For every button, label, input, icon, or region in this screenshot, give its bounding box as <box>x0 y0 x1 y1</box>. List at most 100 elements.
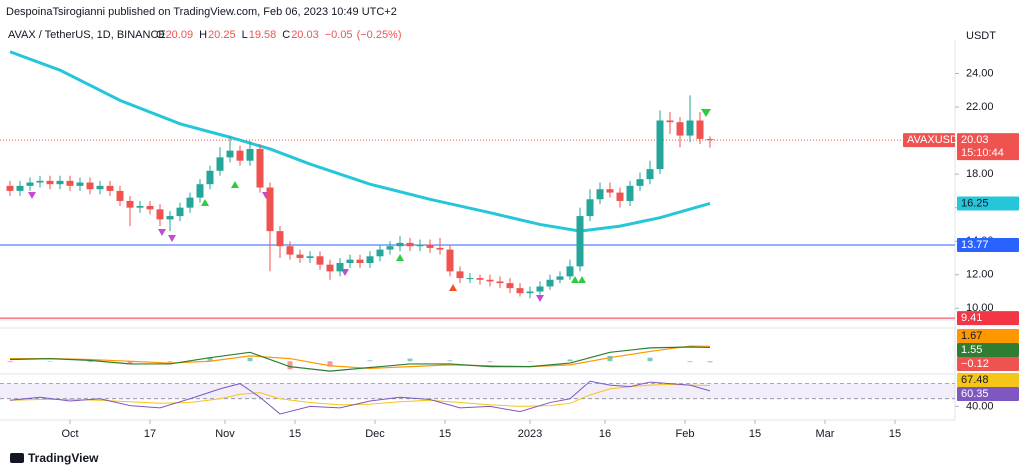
candle-body <box>376 249 384 257</box>
signal-marker <box>28 192 36 199</box>
signal-marker <box>396 254 404 261</box>
macd-hist-tag: −0.12 <box>961 358 989 370</box>
rsi-ma-tag: 67.48 <box>961 374 989 386</box>
macd-histogram <box>127 361 133 364</box>
candle-body <box>676 122 684 136</box>
ohlc-value: 20.09 <box>166 29 194 41</box>
macd-histogram <box>327 361 333 367</box>
candle-body <box>46 180 54 185</box>
macd-histogram <box>487 361 493 363</box>
candle-body <box>76 182 84 186</box>
candle-body <box>406 242 414 247</box>
candle-body <box>176 207 184 217</box>
candle-body <box>66 180 74 186</box>
x-tick-label: Feb <box>676 428 695 440</box>
brand: TradingView <box>28 451 99 465</box>
y-tick-label: 12.00 <box>966 269 994 281</box>
candle-body <box>296 254 304 258</box>
candle-body <box>16 185 24 191</box>
x-tick-label: 2023 <box>518 428 542 440</box>
macd-histogram <box>407 358 413 362</box>
candle-body <box>666 120 674 123</box>
signal-markers <box>28 109 711 302</box>
macd-histogram <box>207 357 213 362</box>
candle-body <box>156 209 164 220</box>
candle-body <box>206 170 214 185</box>
signal-marker <box>536 295 544 302</box>
candle-body <box>196 184 204 198</box>
candle-body <box>646 169 654 180</box>
candle-body <box>596 189 604 200</box>
macd-signal-tag: 1.67 <box>961 330 982 342</box>
candle-body <box>166 216 174 220</box>
macd-histogram <box>687 361 693 363</box>
y-tick-label: 24.00 <box>966 67 994 79</box>
x-tick-label: 16 <box>599 428 611 440</box>
candle-body <box>696 120 704 139</box>
rsi-tag: 60.35 <box>961 388 989 400</box>
ma-tag-bg <box>957 196 1019 211</box>
change-pct: (−0.25%) <box>357 29 402 41</box>
countdown-tag-bg <box>957 146 1019 161</box>
x-tick-label: 15 <box>439 428 451 440</box>
y-tick-label: 18.00 <box>966 168 994 180</box>
signal-marker <box>158 229 166 236</box>
candle-body <box>236 150 244 161</box>
x-tick-label: 17 <box>144 428 156 440</box>
rsi-line <box>9 380 711 415</box>
x-tick-label: Oct <box>61 428 78 440</box>
candle-body <box>366 256 374 263</box>
signal-marker <box>571 276 579 283</box>
candle-body <box>556 276 564 280</box>
candle-body <box>576 216 584 267</box>
rsi-ma <box>9 383 711 407</box>
candle-body <box>496 281 504 284</box>
candle-body <box>266 187 274 232</box>
candle-body <box>606 189 614 193</box>
macd-histogram <box>447 360 453 362</box>
candle-body <box>616 192 624 201</box>
macd-histogram <box>87 361 93 363</box>
signal-marker <box>168 235 176 242</box>
x-tick-label: Nov <box>215 428 235 440</box>
ohlc-value: 20.03 <box>291 29 319 41</box>
candle-body <box>286 246 294 255</box>
macd-tag: 1.55 <box>961 344 982 356</box>
candle-body <box>476 278 484 280</box>
candle-body <box>26 182 34 186</box>
macd-histogram <box>7 361 13 363</box>
countdown-tag: 15:10:44 <box>961 147 1004 159</box>
x-tick-label: 15 <box>289 428 301 440</box>
candle-body <box>326 264 334 272</box>
candle-body <box>216 157 224 171</box>
candle-body <box>146 205 154 210</box>
last-price-tag-bg <box>957 133 1019 148</box>
x-tick-label: Dec <box>365 428 385 440</box>
macd-histogram <box>47 361 53 362</box>
candle-body <box>276 231 284 247</box>
level-tag: 13.77 <box>961 239 989 251</box>
ma-tag: 16.25 <box>961 197 989 209</box>
candle-body <box>536 286 544 292</box>
macd-hist-tag-bg <box>957 357 1019 371</box>
ohlc-value: 19.58 <box>249 29 277 41</box>
candle-body <box>116 190 124 201</box>
x-tick-label: 15 <box>749 428 761 440</box>
symbol-tag: AVAXUSDT <box>907 134 965 146</box>
candle-body <box>416 244 424 247</box>
rsi-band <box>0 383 955 399</box>
candle-body <box>566 266 574 277</box>
level-tag: 9.41 <box>961 312 982 324</box>
candle-body <box>106 185 114 191</box>
signal-marker <box>231 181 239 188</box>
macd-histogram <box>707 361 713 363</box>
change: −0.05 <box>325 29 353 41</box>
candle-body <box>446 249 454 272</box>
candle-body <box>506 283 514 289</box>
signal-marker <box>701 109 711 117</box>
last-price-tag: 20.03 <box>961 134 989 146</box>
candle-body <box>456 271 464 279</box>
level-tag-bg <box>957 311 1019 326</box>
candle-body <box>466 278 474 280</box>
